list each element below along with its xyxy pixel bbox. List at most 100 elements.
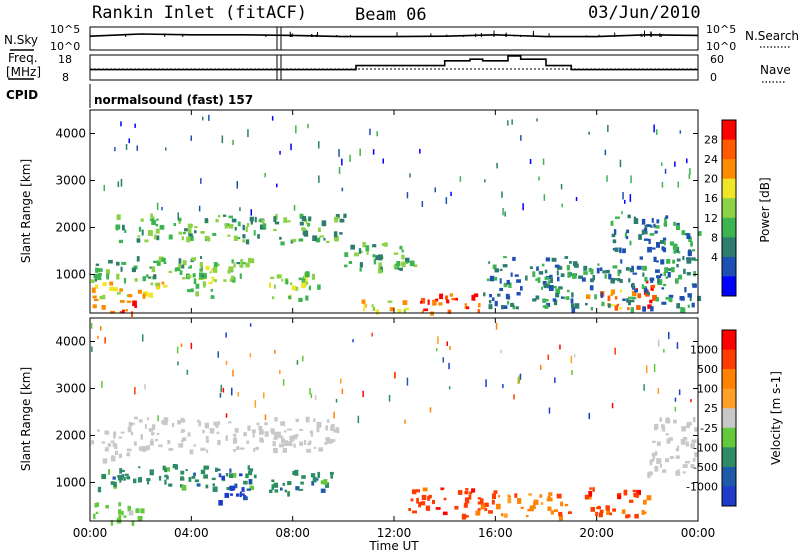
- scatter-cell: [94, 277, 97, 282]
- scatter-cell: [232, 276, 236, 283]
- scatter-cell: [234, 428, 239, 433]
- scatter-cell: [652, 440, 656, 443]
- scatter-cell: [508, 285, 512, 288]
- scatter-cell: [614, 278, 618, 281]
- scatter-cell: [632, 272, 638, 275]
- sparse-cell: [690, 399, 692, 403]
- sparse-cell: [686, 158, 688, 164]
- scatter-cell: [212, 486, 218, 492]
- scatter-cell: [493, 276, 498, 281]
- scatter-cell: [229, 278, 235, 283]
- scatter-cell: [624, 232, 627, 239]
- scatter-cell: [329, 471, 334, 475]
- scatter-cell: [106, 273, 109, 280]
- scatter-cell: [229, 485, 234, 489]
- scatter-cell: [148, 292, 154, 298]
- scatter-cell: [253, 474, 257, 479]
- scatter-cell: [484, 502, 489, 507]
- scatter-cell: [101, 473, 107, 480]
- scatter-cell: [217, 421, 221, 425]
- scatter-cell: [480, 503, 486, 510]
- scatter-cell: [461, 513, 467, 520]
- sparse-cell: [222, 387, 225, 393]
- scatter-cell: [316, 427, 320, 433]
- scatter-cell: [193, 278, 197, 285]
- scatter-cell: [166, 475, 169, 480]
- scatter-cell: [688, 249, 691, 252]
- scatter-cell: [317, 284, 321, 290]
- scatter-cell: [204, 218, 208, 223]
- scatter-cell: [149, 218, 155, 222]
- scatter-cell: [164, 474, 168, 478]
- scatter-cell: [443, 497, 447, 501]
- scatter-cell: [687, 304, 690, 308]
- scatter-cell: [142, 276, 146, 282]
- scatter-cell: [110, 481, 115, 485]
- sparse-cell: [676, 342, 679, 349]
- scatter-cell: [206, 449, 209, 453]
- scatter-cell: [273, 228, 277, 232]
- scatter-cell: [231, 218, 237, 223]
- scatter-cell: [651, 284, 656, 289]
- beam-title: Beam 06: [355, 5, 427, 25]
- sparse-cell: [249, 323, 252, 327]
- scatter-cell: [146, 445, 150, 451]
- scatter-cell: [330, 439, 336, 442]
- scatter-cell: [248, 257, 252, 263]
- scatter-cell: [323, 237, 326, 241]
- scatter-cell: [205, 439, 209, 443]
- scatter-cell: [253, 448, 256, 452]
- sparse-cell: [663, 348, 665, 353]
- scatter-cell: [209, 428, 215, 434]
- sparse-cell: [604, 149, 607, 156]
- scatter-cell: [114, 287, 118, 292]
- sparse-cell: [231, 387, 233, 396]
- scatter-cell: [506, 279, 510, 285]
- scatter-cell: [99, 295, 103, 300]
- scatter-cell: [151, 275, 155, 280]
- scatter-cell: [560, 296, 564, 299]
- scatter-cell: [416, 497, 419, 504]
- sparse-cell: [450, 191, 452, 197]
- scatter-cell: [607, 303, 611, 308]
- scatter-cell: [194, 479, 199, 483]
- scatter-cell: [401, 261, 406, 268]
- colorbar-swatch: [722, 217, 736, 238]
- sparse-cell: [219, 392, 222, 398]
- scatter-cell: [663, 283, 667, 287]
- scatter-cell: [112, 455, 115, 458]
- nsearch-label: N.Search: [745, 29, 799, 43]
- scatter-cell: [629, 499, 634, 503]
- scatter-cell: [548, 497, 553, 502]
- scatter-cell: [102, 282, 107, 287]
- scatter-cell: [108, 469, 110, 475]
- x-tick-label: 12:00: [377, 526, 412, 540]
- scatter-cell: [156, 286, 160, 290]
- scatter-cell: [464, 515, 469, 518]
- scatter-cell: [359, 262, 363, 268]
- scatter-cell: [428, 494, 432, 499]
- x-tick-label: 08:00: [275, 526, 310, 540]
- scatter-cell: [178, 258, 182, 264]
- scatter-cell: [556, 270, 559, 276]
- scatter-cell: [274, 489, 279, 493]
- scatter-cell: [118, 239, 123, 244]
- scatter-cell: [311, 481, 315, 486]
- scatter-cell: [252, 432, 255, 438]
- scatter-cell: [545, 257, 551, 262]
- scatter-cell: [637, 293, 642, 299]
- scatter-cell: [137, 515, 143, 522]
- scatter-cell: [228, 223, 234, 228]
- scatter-cell: [413, 264, 418, 267]
- scatter-cell: [692, 283, 697, 288]
- scatter-cell: [282, 448, 287, 453]
- scatter-cell: [311, 273, 315, 280]
- colorbar-frame: [721, 329, 737, 507]
- sparse-cell: [333, 411, 335, 419]
- sparse-cell: [661, 182, 664, 188]
- scatter-cell: [604, 274, 607, 279]
- scatter-cell: [304, 440, 307, 445]
- scatter-cell: [422, 487, 428, 492]
- scatter-cell: [645, 280, 649, 284]
- scatter-cell: [685, 444, 690, 447]
